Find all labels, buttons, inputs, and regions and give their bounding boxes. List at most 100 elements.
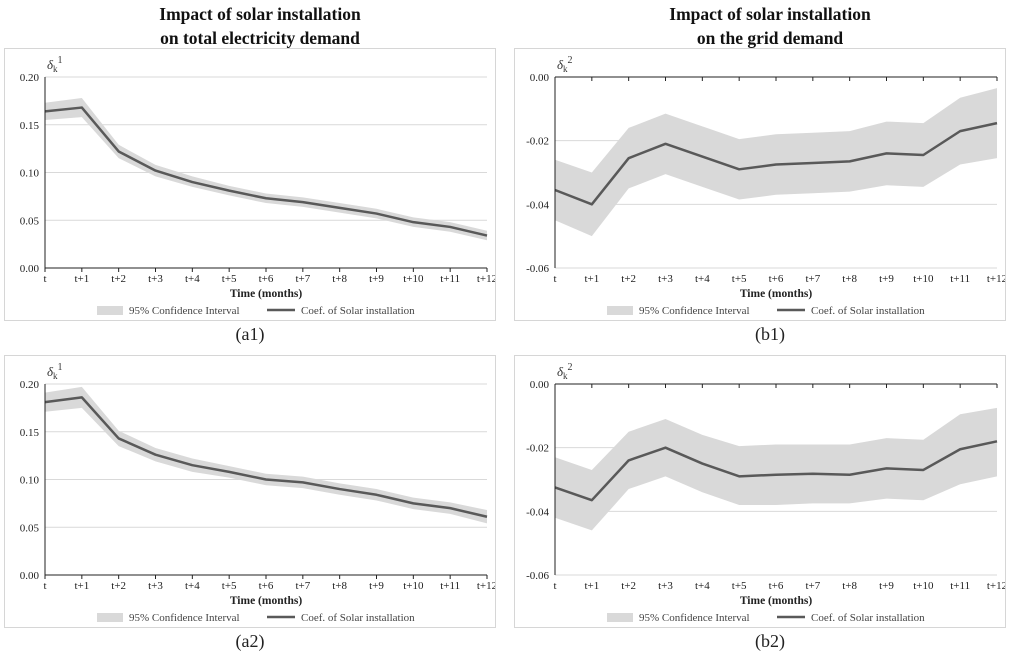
- left-title-line-1: Impact of solar installation: [159, 4, 361, 24]
- y-tick-label: -0.04: [526, 199, 549, 211]
- x-tick-label: t+9: [879, 580, 894, 592]
- confidence-band: [45, 98, 487, 241]
- y-tick-label: 0.05: [20, 522, 40, 534]
- chart-b1: 0.00 -0.02 -0.04 -0.06 t t+1 t+2 t+3 t+4 t+5 t+6 t+…: [526, 55, 1005, 317]
- x-tick-label: t+1: [584, 580, 599, 592]
- x-tick-label: t+5: [732, 273, 747, 285]
- y-tick-label: 0.15: [20, 427, 40, 439]
- chart-panel-a2: 0.20 0.15 0.10 0.05 0.00 t t+1 t+2 t+3 t+4 t+5 t+6 t…: [4, 355, 496, 628]
- x-tick-label: t+11: [440, 273, 460, 285]
- x-tick-label: t+9: [369, 580, 384, 592]
- x-tick-label: t+8: [332, 580, 347, 592]
- y-tick-label: 0.00: [20, 570, 40, 582]
- x-tick-label: t+10: [403, 273, 424, 285]
- x-tick-label: t+7: [295, 273, 310, 285]
- x-tick-label: t+12: [987, 273, 1005, 285]
- y-tick-label: -0.06: [526, 263, 549, 275]
- coef-line: [44, 106, 488, 237]
- y-axis-label: δk1: [47, 362, 63, 381]
- legend-line-label: Coef. of Solar installation: [301, 612, 415, 624]
- x-tick-label: t+3: [658, 273, 673, 285]
- x-tick-label: t+8: [332, 273, 347, 285]
- x-tick-label: t+3: [148, 273, 163, 285]
- x-tick-label: t+12: [477, 580, 495, 592]
- x-tick-label: t+3: [658, 580, 673, 592]
- confidence-band: [555, 88, 997, 237]
- panel-label-a1: (a1): [235, 324, 265, 344]
- x-axis-title: Time (months): [740, 288, 812, 300]
- x-tick-label: t+1: [74, 273, 89, 285]
- x-tick-label: t+2: [621, 580, 636, 592]
- x-tick-label: t+12: [477, 273, 495, 285]
- x-tick-label: t+6: [769, 273, 784, 285]
- x-tick-label: t+8: [842, 273, 857, 285]
- x-axis-title: Time (months): [230, 288, 302, 300]
- x-tick-label: t+7: [295, 580, 310, 592]
- legend-band-swatch: [607, 306, 633, 315]
- x-tick-label: t+6: [259, 273, 274, 285]
- panel-label-b2: (b2): [755, 631, 785, 651]
- x-tick-label: t+12: [987, 580, 1005, 592]
- y-tick-label: 0.20: [20, 72, 40, 84]
- x-tick-label: t+4: [185, 580, 200, 592]
- x-axis-title: Time (months): [740, 595, 812, 607]
- legend-band-label: 95% Confidence Interval: [639, 612, 750, 624]
- x-tick-label: t+4: [695, 580, 710, 592]
- y-tick-label: -0.02: [526, 136, 549, 148]
- legend-line-label: Coef. of Solar installation: [811, 305, 925, 317]
- y-tick-label: 0.00: [530, 72, 550, 84]
- confidence-band: [45, 386, 487, 524]
- legend-band-label: 95% Confidence Interval: [129, 612, 240, 624]
- y-axis-label: δk2: [557, 55, 573, 74]
- x-tick-label: t+7: [805, 580, 820, 592]
- chart-panel-b2: 0.00 -0.02 -0.04 -0.06 t t+1 t+2 t+3 t+4 t+5 t+6 t+…: [514, 355, 1006, 628]
- confidence-band: [555, 407, 997, 531]
- right-title-line-2: on the grid demand: [696, 28, 844, 48]
- x-tick-label: t+9: [879, 273, 894, 285]
- panel-label-b1: (b1): [755, 324, 785, 344]
- x-tick-label: t+10: [913, 580, 934, 592]
- x-tick-label: t+4: [695, 273, 710, 285]
- x-tick-label: t+9: [369, 273, 384, 285]
- panel-label-a2: (a2): [235, 631, 265, 651]
- x-tick-label: t: [553, 580, 556, 592]
- coef-line: [554, 440, 998, 502]
- x-tick-label: t+11: [950, 273, 970, 285]
- right-column-title: Impact of solar installation on the grid…: [570, 2, 970, 50]
- chart-panel-b1: 0.00 -0.02 -0.04 -0.06 t t+1 t+2 t+3 t+4 t+5 t+6 t+…: [514, 48, 1006, 321]
- y-axis-label: δk2: [557, 362, 573, 381]
- chart-panel-a1: 0.20 0.15 0.10 0.05 0.00 t t+1 t+2 t+3 t+4 t+5 t+6 t…: [4, 48, 496, 321]
- right-title-line-1: Impact of solar installation: [669, 4, 871, 24]
- legend-band-swatch: [97, 613, 123, 622]
- chart-b2: 0.00 -0.02 -0.04 -0.06 t t+1 t+2 t+3 t+4 t+5 t+6 t+…: [526, 362, 1005, 624]
- x-tick-label: t+1: [74, 580, 89, 592]
- x-axis-title: Time (months): [230, 595, 302, 607]
- y-tick-label: -0.06: [526, 570, 549, 582]
- x-tick-label: t+4: [185, 273, 200, 285]
- legend-band-swatch: [97, 306, 123, 315]
- left-column-title: Impact of solar installation on total el…: [60, 2, 460, 50]
- legend-line-label: Coef. of Solar installation: [301, 305, 415, 317]
- y-tick-label: 0.05: [20, 215, 40, 227]
- x-tick-label: t+3: [148, 580, 163, 592]
- x-tick-label: t+7: [805, 273, 820, 285]
- y-tick-label: 0.00: [530, 379, 550, 391]
- coef-line: [44, 396, 488, 518]
- chart-a1: 0.20 0.15 0.10 0.05 0.00t t+1 t+2 t+3 t+4 t+5 t+6 t…: [20, 55, 495, 317]
- y-tick-label: 0.10: [20, 168, 40, 180]
- y-tick-label: -0.04: [526, 506, 549, 518]
- x-tick-label: t+6: [769, 580, 784, 592]
- x-tick-label: t+5: [732, 580, 747, 592]
- y-tick-label: -0.02: [526, 443, 549, 455]
- y-tick-label: 0.20: [20, 379, 40, 391]
- x-tick-label: t+1: [584, 273, 599, 285]
- x-tick-label: t+5: [222, 273, 237, 285]
- x-tick-label: t+10: [913, 273, 934, 285]
- x-tick-label: t+2: [111, 273, 126, 285]
- y-tick-label: 0.00: [20, 263, 40, 275]
- left-title-line-2: on total electricity demand: [160, 28, 360, 48]
- x-tick-label: t+11: [950, 580, 970, 592]
- x-tick-label: t+5: [222, 580, 237, 592]
- y-tick-label: 0.10: [20, 475, 40, 487]
- coef-line: [554, 121, 998, 206]
